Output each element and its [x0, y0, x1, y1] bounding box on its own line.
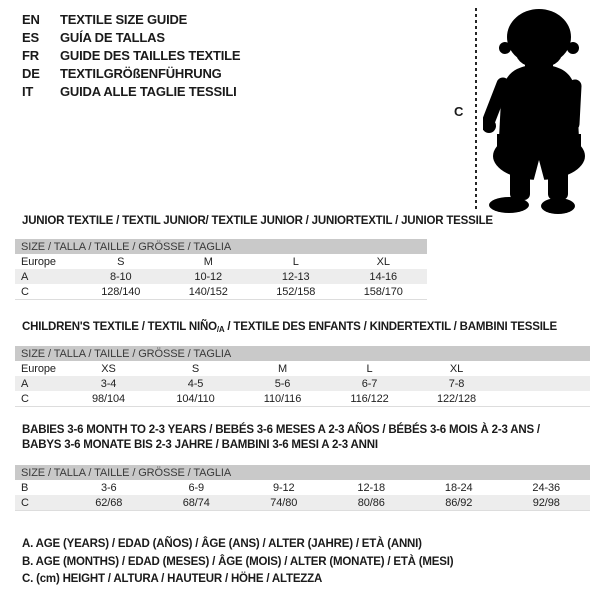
- size-cell: 14-16: [369, 270, 398, 283]
- lang-title: GUIDE DES TAILLES TEXTILE: [60, 47, 241, 63]
- babies-section-title: BABIES 3-6 MONTH TO 2-3 YEARS / BEBÉS 3-…: [22, 423, 540, 453]
- size-cell: 158/170: [363, 285, 403, 298]
- lang-code: DE: [22, 65, 40, 81]
- height-label: C: [454, 104, 464, 119]
- empty-cell: [500, 391, 590, 407]
- lang-code: EN: [22, 11, 40, 27]
- size-cell: 74/80: [270, 496, 298, 509]
- size-cell: 122/128: [436, 392, 477, 405]
- size-header-bar: SIZE / TALLA / TAILLE / GRÖSSE / TAGLIA: [15, 465, 590, 480]
- size-cell: 12-18: [357, 481, 386, 494]
- size-cell: 140/152: [188, 285, 228, 298]
- row-label: Europe: [21, 362, 56, 375]
- children-section-title: CHILDREN'S TEXTILE / TEXTIL NIÑO/A / TEX…: [22, 321, 557, 334]
- size-cell: L: [292, 255, 299, 268]
- row-label: C: [21, 285, 29, 298]
- table-row: C 128/140 140/152 152/158 158/170: [15, 284, 427, 300]
- note-line-a: A. AGE (YEARS) / EDAD (AÑOS) / ÂGE (ANS)…: [22, 538, 422, 550]
- size-cell: 3-6: [100, 481, 117, 494]
- size-cell: 92/98: [532, 496, 560, 509]
- size-cell: 116/122: [350, 392, 389, 405]
- size-cell: XS: [101, 362, 116, 375]
- title-line: BABIES 3-6 MONTH TO 2-3 YEARS / BEBÉS 3-…: [22, 424, 540, 436]
- lang-row-en: EN TEXTILE SIZE GUIDE: [22, 10, 240, 28]
- size-cell: 104/110: [176, 392, 215, 405]
- legend-notes: A. AGE (YEARS) / EDAD (AÑOS) / ÂGE (ANS)…: [22, 536, 454, 589]
- title-line: BABYS 3-6 MONATE BIS 2-3 JAHRE / BAMBINI…: [22, 439, 378, 451]
- size-cell: 98/104: [91, 392, 126, 405]
- size-cell: 6-9: [188, 481, 205, 494]
- height-dashed-line: [475, 8, 477, 212]
- lang-title: TEXTILGRÖßENFÜHRUNG: [60, 65, 222, 81]
- babies-size-table: SIZE / TALLA / TAILLE / GRÖSSE / TAGLIA …: [15, 465, 590, 511]
- size-cell: 3-4: [100, 377, 117, 390]
- lang-code: ES: [22, 29, 39, 45]
- size-cell: S: [191, 362, 200, 375]
- lang-title: TEXTILE SIZE GUIDE: [60, 11, 188, 27]
- lang-code: FR: [22, 47, 39, 63]
- lang-code: IT: [22, 83, 34, 99]
- row-label: C: [21, 496, 29, 509]
- note-line-b: B. AGE (MONTHS) / EDAD (MESES) / ÂGE (MO…: [22, 555, 454, 568]
- baby-silhouette-icon: [483, 9, 585, 214]
- row-label: Europe: [21, 255, 56, 268]
- lang-title: GUÍA DE TALLAS: [60, 29, 165, 45]
- size-cell: 152/158: [276, 285, 316, 298]
- table-row: Europe XS S M L XL: [15, 361, 590, 376]
- junior-size-table: SIZE / TALLA / TAILLE / GRÖSSE / TAGLIA …: [15, 239, 427, 300]
- size-cell: 8-10: [109, 270, 132, 283]
- children-size-table: SIZE / TALLA / TAILLE / GRÖSSE / TAGLIA …: [15, 346, 590, 407]
- size-cell: XL: [449, 362, 464, 375]
- size-cell: 86/92: [445, 496, 473, 509]
- size-cell: 18-24: [444, 481, 473, 494]
- row-label: A: [21, 270, 29, 283]
- size-header-bar: SIZE / TALLA / TAILLE / GRÖSSE / TAGLIA: [15, 239, 427, 254]
- lang-row-it: IT GUIDA ALLE TAGLIE TESSILI: [22, 82, 240, 100]
- table-row: A 8-10 10-12 12-13 14-16: [15, 269, 427, 284]
- table-row: A 3-4 4-5 5-6 6-7 7-8: [15, 376, 590, 391]
- baby-body: [483, 9, 585, 214]
- row-label: A: [21, 377, 29, 390]
- size-cell: 10-12: [194, 270, 223, 283]
- size-cell: 128/140: [101, 285, 141, 298]
- title-subscript: /A: [216, 325, 225, 334]
- size-cell: M: [203, 255, 213, 268]
- size-cell: S: [117, 255, 125, 268]
- table-row: B 3-6 6-9 9-12 12-18 18-24 24-36: [15, 480, 590, 495]
- size-cell: 7-8: [448, 377, 465, 390]
- size-cell: 9-12: [272, 481, 295, 494]
- junior-section-title: JUNIOR TEXTILE / TEXTIL JUNIOR/ TEXTILE …: [22, 215, 493, 227]
- size-cell: 5-6: [274, 377, 291, 390]
- size-cell: XL: [376, 255, 390, 268]
- size-cell: L: [366, 362, 373, 375]
- title-part: / TEXTILE DES ENFANTS / KINDERTEXTIL / B…: [224, 321, 557, 333]
- size-cell: 68/74: [182, 496, 210, 509]
- lang-title: GUIDA ALLE TAGLIE TESSILI: [60, 83, 237, 99]
- size-cell: M: [277, 362, 288, 375]
- empty-cell: [500, 376, 590, 391]
- table-row: Europe S M L XL: [15, 254, 427, 269]
- title-part: CHILDREN'S TEXTILE / TEXTIL NIÑO: [22, 321, 217, 333]
- size-cell: 24-36: [532, 481, 561, 494]
- size-cell: 62/68: [95, 496, 123, 509]
- language-list: EN TEXTILE SIZE GUIDE ES GUÍA DE TALLAS …: [22, 10, 241, 100]
- table-row: C 62/68 68/74 74/80 80/86 86/92 92/98: [15, 495, 590, 511]
- size-cell: 110/116: [263, 392, 302, 405]
- size-cell: 4-5: [187, 377, 204, 390]
- empty-cell: [500, 361, 590, 376]
- size-cell: 12-13: [281, 270, 310, 283]
- table-row: C 98/104 104/110 110/116 116/122 122/128: [15, 391, 590, 407]
- baby-cutouts: [530, 160, 548, 194]
- size-cell: 80/86: [357, 496, 385, 509]
- lang-row-es: ES GUÍA DE TALLAS: [22, 28, 240, 46]
- row-label: C: [21, 392, 29, 405]
- size-header-bar: SIZE / TALLA / TAILLE / GRÖSSE / TAGLIA: [15, 346, 590, 361]
- row-label: B: [21, 481, 29, 494]
- note-line-c: C. (cm) HEIGHT / ALTURA / HAUTEUR / HÖHE…: [22, 573, 323, 585]
- lang-row-fr: FR GUIDE DES TAILLES TEXTILE: [22, 46, 241, 64]
- size-cell: 6-7: [361, 377, 378, 390]
- lang-row-de: DE TEXTILGRÖßENFÜHRUNG: [22, 64, 240, 82]
